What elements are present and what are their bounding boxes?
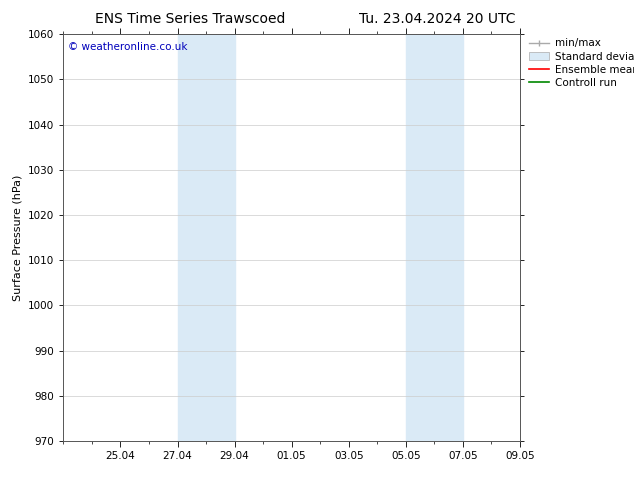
Bar bbox=[178, 34, 235, 441]
Legend: min/max, Standard deviation, Ensemble mean run, Controll run: min/max, Standard deviation, Ensemble me… bbox=[524, 34, 634, 92]
Text: Tu. 23.04.2024 20 UTC: Tu. 23.04.2024 20 UTC bbox=[359, 12, 515, 26]
Y-axis label: Surface Pressure (hPa): Surface Pressure (hPa) bbox=[13, 174, 23, 301]
Text: ENS Time Series Trawscoed: ENS Time Series Trawscoed bbox=[95, 12, 285, 26]
Text: © weatheronline.co.uk: © weatheronline.co.uk bbox=[68, 43, 188, 52]
Bar bbox=[406, 34, 463, 441]
